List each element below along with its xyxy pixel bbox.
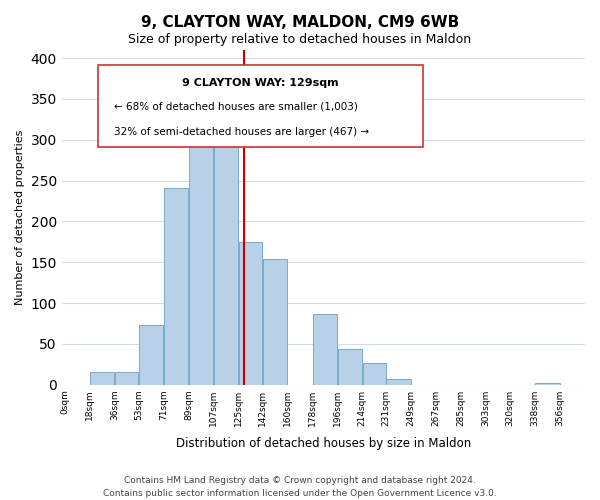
Bar — [189, 112, 213, 384]
FancyBboxPatch shape — [98, 65, 423, 147]
Bar — [164, 188, 188, 384]
Y-axis label: Number of detached properties: Number of detached properties — [15, 130, 25, 305]
Bar — [535, 383, 560, 384]
Bar — [363, 362, 386, 384]
Text: ← 68% of detached houses are smaller (1,003): ← 68% of detached houses are smaller (1,… — [114, 102, 358, 112]
Bar — [139, 325, 163, 384]
Bar — [115, 372, 138, 384]
Text: 9, CLAYTON WAY, MALDON, CM9 6WB: 9, CLAYTON WAY, MALDON, CM9 6WB — [141, 15, 459, 30]
Text: Size of property relative to detached houses in Maldon: Size of property relative to detached ho… — [128, 32, 472, 46]
X-axis label: Distribution of detached houses by size in Maldon: Distribution of detached houses by size … — [176, 437, 471, 450]
Text: Contains HM Land Registry data © Crown copyright and database right 2024.: Contains HM Land Registry data © Crown c… — [124, 476, 476, 485]
Bar — [338, 348, 362, 384]
Bar — [214, 135, 238, 384]
Text: 9 CLAYTON WAY: 129sqm: 9 CLAYTON WAY: 129sqm — [182, 78, 339, 88]
Bar — [386, 379, 411, 384]
Bar — [313, 314, 337, 384]
Bar — [263, 259, 287, 384]
Bar — [239, 242, 262, 384]
Text: Contains public sector information licensed under the Open Government Licence v3: Contains public sector information licen… — [103, 488, 497, 498]
Text: 32% of semi-detached houses are larger (467) →: 32% of semi-detached houses are larger (… — [114, 127, 369, 137]
Bar — [90, 372, 115, 384]
